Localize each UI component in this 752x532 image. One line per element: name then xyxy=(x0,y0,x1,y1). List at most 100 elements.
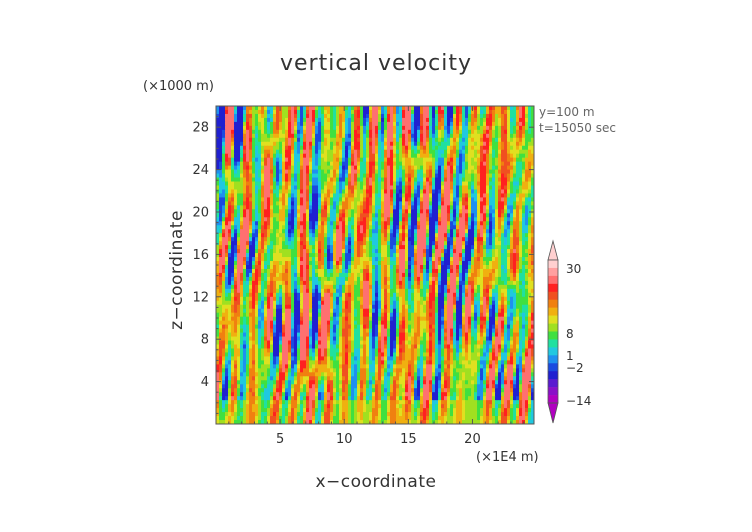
heatmap-cell xyxy=(531,137,534,143)
heatmap-cell xyxy=(225,209,229,214)
heatmap-cell xyxy=(459,149,463,155)
heatmap-cell xyxy=(288,165,292,171)
heatmap-cell xyxy=(531,117,534,123)
heatmap-cell xyxy=(330,161,334,167)
heatmap-cell xyxy=(528,253,532,258)
heatmap-cell xyxy=(441,161,445,167)
heatmap-cell xyxy=(246,141,250,147)
heatmap-cell xyxy=(483,117,487,123)
heatmap-cell xyxy=(354,261,358,266)
heatmap-cell xyxy=(219,161,223,167)
heatmap-cell xyxy=(306,213,310,218)
heatmap-cell xyxy=(324,221,328,226)
heatmap-cell xyxy=(396,117,400,123)
heatmap-cell xyxy=(459,189,463,195)
heatmap-cell xyxy=(411,145,415,151)
heatmap-cell xyxy=(276,113,280,119)
heatmap-cell xyxy=(531,106,534,111)
heatmap-cell xyxy=(291,253,295,258)
heatmap-cell xyxy=(375,165,379,171)
heatmap-cell xyxy=(480,237,484,242)
heatmap-cell xyxy=(501,257,505,262)
heatmap-cell xyxy=(303,141,307,147)
heatmap-cell xyxy=(459,185,463,191)
heatmap-cell xyxy=(360,185,364,191)
heatmap-cell xyxy=(414,209,418,214)
heatmap-cell xyxy=(414,165,418,171)
heatmap-cell xyxy=(327,133,331,139)
heatmap-cell xyxy=(222,257,226,262)
heatmap-cell xyxy=(468,225,472,230)
heatmap-cell xyxy=(387,276,391,282)
heatmap-cell xyxy=(288,225,292,230)
heatmap-cell xyxy=(315,225,319,230)
heatmap-cell xyxy=(228,241,232,246)
heatmap-cell xyxy=(417,161,421,167)
heatmap-cell xyxy=(243,229,247,234)
heatmap-cell xyxy=(324,137,328,143)
heatmap-cell xyxy=(345,137,349,143)
heatmap-cell xyxy=(351,117,355,123)
heatmap-cell xyxy=(336,113,340,119)
heatmap-cell xyxy=(255,221,259,226)
heatmap-cell xyxy=(369,149,373,155)
heatmap-cell xyxy=(273,217,277,222)
heatmap-cell xyxy=(294,157,298,163)
heatmap-cell xyxy=(315,185,319,191)
heatmap-cell xyxy=(483,245,487,250)
heatmap-cell xyxy=(396,288,400,294)
heatmap-cell xyxy=(327,261,331,266)
heatmap-cell xyxy=(399,169,403,175)
heatmap-cell xyxy=(219,133,223,139)
heatmap-cell xyxy=(303,265,307,270)
heatmap-cell xyxy=(372,221,376,226)
heatmap-cell xyxy=(531,249,534,254)
heatmap-cell xyxy=(522,106,526,111)
heatmap-cell xyxy=(363,181,367,187)
heatmap-cell xyxy=(483,106,487,111)
heatmap-cell xyxy=(459,181,463,187)
heatmap-cell xyxy=(330,205,334,210)
heatmap-cell xyxy=(300,137,304,143)
heatmap-cell xyxy=(267,284,271,290)
heatmap-cell xyxy=(423,125,427,131)
heatmap-cell xyxy=(528,233,532,238)
heatmap-cell xyxy=(402,106,406,111)
heatmap-cell xyxy=(426,272,430,278)
heatmap-cell xyxy=(411,249,415,254)
heatmap-cell xyxy=(231,265,235,270)
heatmap-cell xyxy=(474,237,478,242)
heatmap-cell xyxy=(432,117,436,123)
heatmap-cell xyxy=(273,106,277,111)
heatmap-cell xyxy=(258,189,262,195)
heatmap-cell xyxy=(267,253,271,258)
heatmap-cell xyxy=(339,165,343,171)
heatmap-cell xyxy=(261,241,265,246)
heatmap-cell xyxy=(357,193,361,199)
heatmap-cell xyxy=(270,261,274,266)
heatmap-cell xyxy=(369,205,373,210)
heatmap-cell xyxy=(306,106,310,111)
heatmap-cell xyxy=(501,233,505,238)
heatmap-cell xyxy=(423,209,427,214)
heatmap-cell xyxy=(276,237,280,242)
heatmap-cell xyxy=(219,129,223,135)
heatmap-cell xyxy=(288,209,292,214)
heatmap-cell xyxy=(318,117,322,123)
heatmap-cell xyxy=(294,225,298,230)
heatmap-cell xyxy=(387,284,391,290)
heatmap-cell xyxy=(294,261,298,266)
heatmap-cell xyxy=(285,257,289,262)
heatmap-cell xyxy=(336,149,340,155)
heatmap-cell xyxy=(261,197,265,203)
heatmap-cell xyxy=(405,145,409,151)
heatmap-cell xyxy=(360,129,364,135)
heatmap-cell xyxy=(309,153,313,159)
heatmap-cell xyxy=(498,245,502,250)
heatmap-cell xyxy=(525,280,529,286)
heatmap-cell xyxy=(330,272,334,278)
heatmap-cell xyxy=(453,249,457,254)
heatmap-cell xyxy=(318,133,322,139)
heatmap-cell xyxy=(228,276,232,282)
heatmap-cell xyxy=(342,280,346,286)
